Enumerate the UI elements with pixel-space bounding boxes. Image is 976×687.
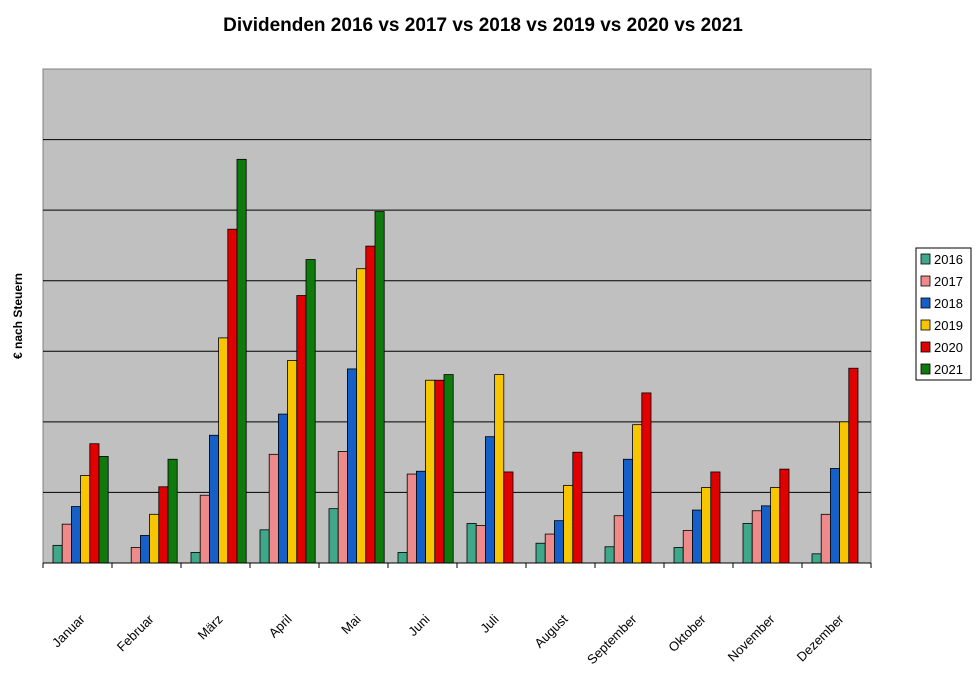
- bar-2018-März: [208, 434, 219, 564]
- bar-2016-Mai: [328, 508, 339, 564]
- bar-2018-Mai: [346, 368, 357, 564]
- legend-swatch-2018: [920, 297, 931, 309]
- x-tick-label-Januar: Januar: [49, 611, 88, 650]
- x-tick-label-April: April: [266, 611, 295, 640]
- x-tick-label-Februar: Februar: [114, 611, 157, 654]
- bar-2018-Oktober: [692, 509, 703, 564]
- bar-2019-April: [287, 360, 298, 564]
- bar-2021-Mai: [374, 211, 385, 564]
- x-tick-label-Mai: Mai: [338, 611, 363, 636]
- x-tick-label-Oktober: Oktober: [665, 611, 709, 655]
- legend-swatch-2019: [920, 319, 931, 331]
- x-tick-label-November: November: [725, 611, 778, 664]
- bar-2019-Mai: [356, 268, 367, 564]
- bar-2016-Oktober: [673, 547, 684, 564]
- bar-2019-September: [632, 424, 643, 564]
- bar-2018-August: [554, 520, 565, 564]
- bar-2020-Oktober: [710, 471, 721, 564]
- bar-2017-März: [199, 494, 210, 564]
- x-tick-label-September: September: [584, 611, 640, 667]
- bar-2016-Juni: [397, 552, 408, 564]
- y-axis-label: € nach Steuern: [11, 273, 25, 359]
- bar-2018-September: [623, 458, 634, 564]
- bar-2020-September: [641, 392, 652, 564]
- bar-2017-Dezember: [820, 513, 831, 564]
- bar-2019-November: [770, 487, 781, 564]
- legend-label-2016: 2016: [934, 252, 963, 267]
- bars-group: [52, 158, 859, 564]
- bar-2020-März: [227, 228, 238, 564]
- legend-swatch-2020: [920, 341, 931, 353]
- bar-2020-Juni: [434, 379, 445, 564]
- bar-2017-April: [268, 453, 279, 564]
- x-tick-label-Dezember: Dezember: [794, 611, 847, 664]
- bar-2019-Januar: [80, 475, 91, 564]
- bar-2018-Juni: [415, 470, 426, 564]
- bar-2016-Januar: [52, 544, 63, 564]
- legend-label-2020: 2020: [934, 340, 963, 355]
- bar-2020-Dezember: [848, 367, 859, 564]
- x-axis: Januar Februar März April Mai Juni Juli August S…: [42, 562, 872, 667]
- bar-2019-Juli: [494, 374, 505, 564]
- bar-2018-April: [277, 413, 288, 564]
- bar-2018-Dezember: [830, 468, 841, 564]
- legend-label-2017: 2017: [934, 274, 963, 289]
- bar-2021-April: [305, 259, 316, 564]
- x-tick-label-August: August: [531, 611, 570, 650]
- bar-2020-August: [572, 451, 583, 564]
- bar-2019-August: [563, 484, 574, 564]
- legend-swatch-2017: [920, 275, 931, 287]
- bar-2016-September: [604, 546, 615, 564]
- x-tick-label-Juli: Juli: [477, 611, 501, 635]
- bar-2016-November: [742, 523, 753, 564]
- bar-2016-März: [190, 552, 201, 564]
- bar-2018-November: [761, 505, 772, 564]
- bar-2017-August: [544, 533, 555, 564]
- bar-2020-November: [779, 468, 790, 564]
- legend-label-2019: 2019: [934, 318, 963, 333]
- bar-2019-Februar: [149, 513, 160, 564]
- bar-2021-Februar: [167, 458, 178, 564]
- bar-2017-September: [613, 515, 624, 564]
- bar-2021-Januar: [98, 456, 109, 564]
- bar-2016-August: [535, 542, 546, 564]
- bar-2016-Dezember: [811, 553, 822, 564]
- bar-2017-Juni: [406, 473, 417, 564]
- bar-2017-Januar: [61, 523, 72, 564]
- bar-2021-Juni: [443, 374, 454, 564]
- bar-2017-Oktober: [682, 530, 693, 564]
- bar-2020-Januar: [89, 443, 100, 564]
- bar-2018-Juli: [484, 436, 495, 564]
- bar-2018-Februar: [139, 535, 150, 564]
- gridlines: [43, 139, 871, 493]
- bar-2021-März: [236, 158, 247, 564]
- bar-2017-November: [751, 510, 762, 564]
- bar-2020-Mai: [365, 245, 376, 564]
- legend: 2016 2017 2018 2019 2020 2021: [915, 247, 972, 381]
- legend-label-2021: 2021: [934, 362, 963, 377]
- bar-2017-Mai: [337, 451, 348, 564]
- bar-2019-Dezember: [839, 421, 850, 564]
- x-tick-label-März: März: [195, 612, 226, 643]
- bar-2020-Juli: [503, 471, 514, 564]
- legend-label-2018: 2018: [934, 296, 963, 311]
- bar-2019-Juni: [425, 379, 436, 564]
- bar-2020-Februar: [158, 486, 169, 564]
- legend-swatch-2016: [920, 253, 931, 265]
- plot-area: [42, 68, 872, 564]
- bar-2017-Juli: [475, 525, 486, 564]
- chart-title: Dividenden 2016 vs 2017 vs 2018 vs 2019 …: [223, 15, 743, 36]
- bar-2020-April: [296, 295, 307, 564]
- bar-2018-Januar: [71, 506, 82, 564]
- legend-swatch-2021: [920, 363, 931, 375]
- x-tick-label-Juni: Juni: [405, 611, 433, 639]
- bar-2019-März: [218, 337, 229, 564]
- bar-2016-April: [259, 529, 270, 564]
- legend-box: [915, 247, 972, 381]
- bar-2017-Februar: [130, 547, 141, 564]
- bar-2019-Oktober: [701, 487, 712, 564]
- bar-2016-Juli: [466, 523, 477, 564]
